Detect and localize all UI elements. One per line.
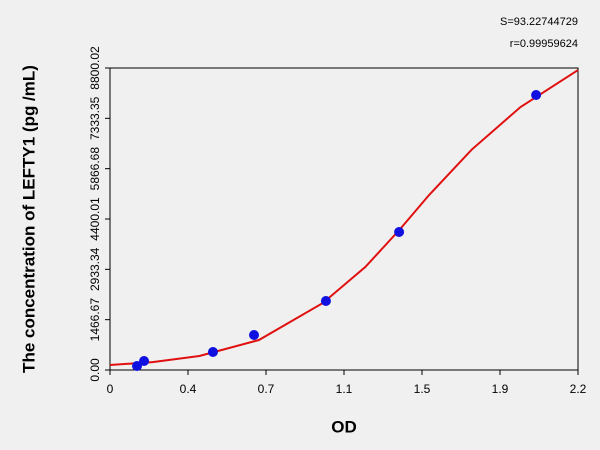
data-point (207, 347, 218, 358)
y-tick-label: 5866.68 (88, 147, 102, 191)
annotation: S=93.22744729 (500, 16, 578, 28)
x-tick-label: 0.7 (258, 382, 275, 396)
data-point (132, 360, 143, 371)
y-tick-label: 1466.67 (88, 298, 102, 342)
x-tick-label: 1.9 (492, 382, 509, 396)
data-point (394, 227, 405, 238)
x-axis-title: OD (331, 417, 357, 436)
data-point (249, 329, 260, 340)
y-tick-label: 2933.34 (88, 247, 102, 291)
y-axis-title: The concentration of LEFTY1 (pg /mL) (19, 65, 38, 373)
data-point (531, 90, 542, 101)
y-tick-label: 7333.35 (88, 96, 102, 140)
x-tick-label: 1.5 (414, 382, 431, 396)
fit-curve (109, 69, 579, 366)
y-tick-label: 4400.01 (88, 197, 102, 241)
x-tick-label: 0 (107, 382, 114, 396)
data-point (320, 296, 331, 307)
data-point (139, 356, 150, 367)
x-tick-label: 2.2 (570, 382, 587, 396)
y-tick-label: 8800.02 (88, 46, 102, 90)
x-tick-label: 0.4 (180, 382, 197, 396)
plot-frame (109, 67, 579, 371)
annotation: r=0.99959624 (510, 38, 578, 50)
y-tick-label: 0.00 (88, 358, 102, 382)
x-tick-label: 1.1 (336, 382, 353, 396)
